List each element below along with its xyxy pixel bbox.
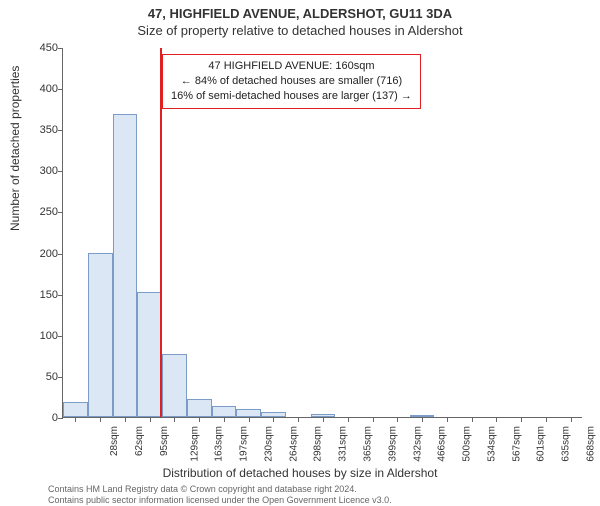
x-tick-mark <box>373 417 374 422</box>
x-tick-label: 534sqm <box>486 426 497 462</box>
y-tick-mark <box>58 212 63 213</box>
x-tick-label: 432sqm <box>412 426 423 462</box>
x-tick-label: 635sqm <box>561 426 572 462</box>
y-tick-mark <box>58 336 63 337</box>
y-tick-mark <box>58 130 63 131</box>
x-tick-label: 197sqm <box>239 426 250 462</box>
histogram-chart: 05010015020025030035040045028sqm62sqm95s… <box>62 48 582 418</box>
x-tick-mark <box>546 417 547 422</box>
x-tick-mark <box>323 417 324 422</box>
x-tick-mark <box>348 417 349 422</box>
x-tick-mark <box>298 417 299 422</box>
x-tick-label: 95sqm <box>159 426 170 456</box>
histogram-bar <box>236 409 261 417</box>
y-tick-label: 400 <box>28 83 58 95</box>
annotation-line-2: ← 84% of detached houses are smaller (71… <box>171 74 412 89</box>
y-tick-mark <box>58 171 63 172</box>
histogram-bar <box>88 253 113 417</box>
x-tick-label: 567sqm <box>511 426 522 462</box>
x-tick-label: 466sqm <box>437 426 448 462</box>
x-tick-mark <box>571 417 572 422</box>
x-tick-mark <box>75 417 76 422</box>
x-tick-label: 28sqm <box>109 426 120 456</box>
y-tick-label: 0 <box>28 412 58 424</box>
y-axis-label: Number of detached properties <box>8 66 22 231</box>
y-tick-mark <box>58 48 63 49</box>
y-tick-label: 50 <box>28 371 58 383</box>
histogram-bar <box>137 292 162 417</box>
page-subtitle: Size of property relative to detached ho… <box>0 23 600 38</box>
x-tick-mark <box>422 417 423 422</box>
y-tick-mark <box>58 418 63 419</box>
y-tick-label: 450 <box>28 42 58 54</box>
footer-copyright-2: Contains public sector information licen… <box>48 495 392 505</box>
y-tick-label: 300 <box>28 165 58 177</box>
x-tick-mark <box>150 417 151 422</box>
footer-copyright-1: Contains HM Land Registry data © Crown c… <box>48 484 357 494</box>
y-tick-label: 100 <box>28 330 58 342</box>
x-tick-mark <box>224 417 225 422</box>
y-tick-label: 250 <box>28 206 58 218</box>
annotation-box: 47 HIGHFIELD AVENUE: 160sqm ← 84% of det… <box>162 54 421 109</box>
x-tick-label: 331sqm <box>338 426 349 462</box>
x-tick-label: 62sqm <box>134 426 145 456</box>
histogram-bar <box>162 354 187 417</box>
x-tick-label: 399sqm <box>387 426 398 462</box>
histogram-bar <box>113 114 138 417</box>
x-tick-mark <box>447 417 448 422</box>
page-title-address: 47, HIGHFIELD AVENUE, ALDERSHOT, GU11 3D… <box>0 6 600 21</box>
y-tick-label: 350 <box>28 124 58 136</box>
x-tick-label: 601sqm <box>536 426 547 462</box>
x-tick-mark <box>397 417 398 422</box>
x-tick-mark <box>273 417 274 422</box>
histogram-bar <box>212 406 237 417</box>
y-tick-label: 200 <box>28 248 58 260</box>
y-tick-label: 150 <box>28 289 58 301</box>
histogram-bar <box>187 399 212 417</box>
y-tick-mark <box>58 295 63 296</box>
histogram-bar <box>63 402 88 417</box>
x-tick-mark <box>100 417 101 422</box>
y-tick-mark <box>58 254 63 255</box>
x-tick-mark <box>496 417 497 422</box>
y-tick-mark <box>58 377 63 378</box>
x-tick-label: 298sqm <box>313 426 324 462</box>
annotation-line-1: 47 HIGHFIELD AVENUE: 160sqm <box>171 59 412 74</box>
x-tick-label: 163sqm <box>214 426 225 462</box>
x-tick-mark <box>174 417 175 422</box>
x-tick-label: 129sqm <box>189 426 200 462</box>
x-tick-mark <box>521 417 522 422</box>
x-tick-mark <box>249 417 250 422</box>
x-tick-label: 365sqm <box>363 426 374 462</box>
x-tick-label: 230sqm <box>264 426 275 462</box>
x-tick-mark <box>472 417 473 422</box>
annotation-line-3: 16% of semi-detached houses are larger (… <box>171 89 412 104</box>
x-tick-mark <box>125 417 126 422</box>
x-tick-mark <box>199 417 200 422</box>
x-axis-label: Distribution of detached houses by size … <box>0 466 600 480</box>
y-tick-mark <box>58 89 63 90</box>
x-tick-label: 668sqm <box>585 426 596 462</box>
x-tick-label: 264sqm <box>288 426 299 462</box>
x-tick-label: 500sqm <box>462 426 473 462</box>
